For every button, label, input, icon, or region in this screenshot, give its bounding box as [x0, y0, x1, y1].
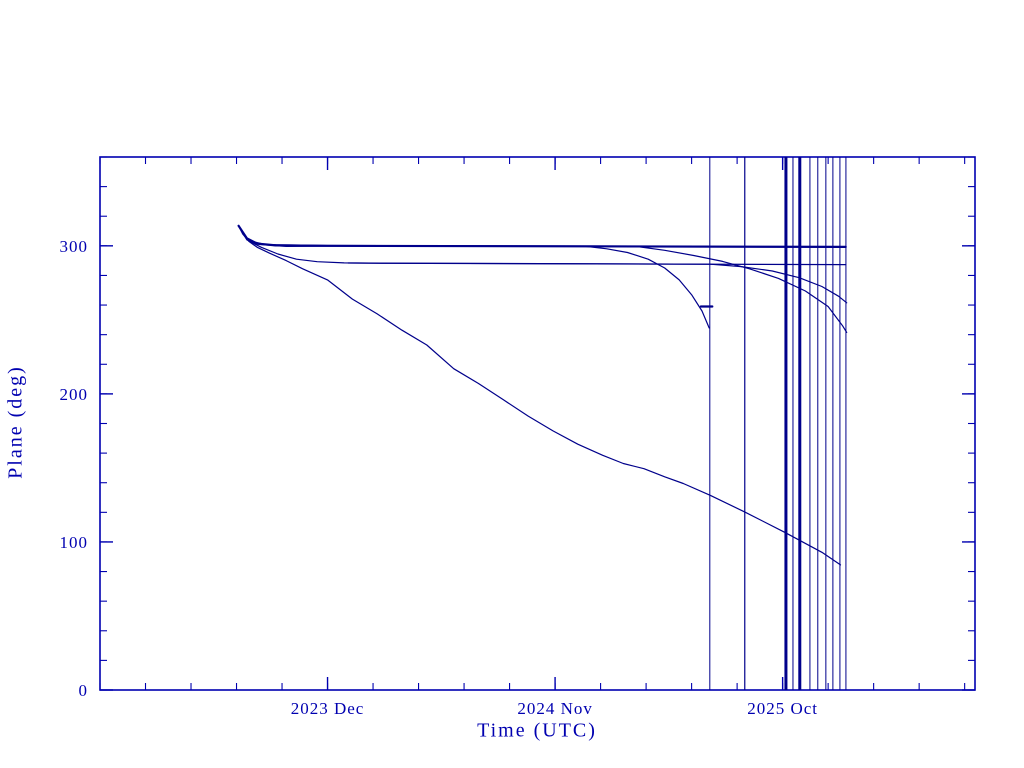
x-tick-label: 2024 Nov	[517, 699, 593, 718]
x-tick-label: 2025 Oct	[747, 699, 818, 718]
y-tick-label: 0	[79, 681, 89, 700]
series-drop-mid	[238, 225, 710, 329]
y-tick-label: 200	[60, 385, 89, 404]
x-axis-label: Time (UTC)	[477, 719, 597, 742]
y-axis-label: Plane (deg)	[4, 365, 27, 479]
series-long-descender	[238, 225, 842, 566]
y-tick-label: 300	[60, 237, 89, 256]
plot-frame	[99, 156, 976, 691]
x-tick-label: 2023 Dec	[291, 699, 365, 718]
series-288-drop	[347, 262, 848, 304]
series-flat-300	[237, 224, 847, 248]
y-tick-label: 100	[60, 533, 89, 552]
series-drop-late	[238, 225, 848, 333]
